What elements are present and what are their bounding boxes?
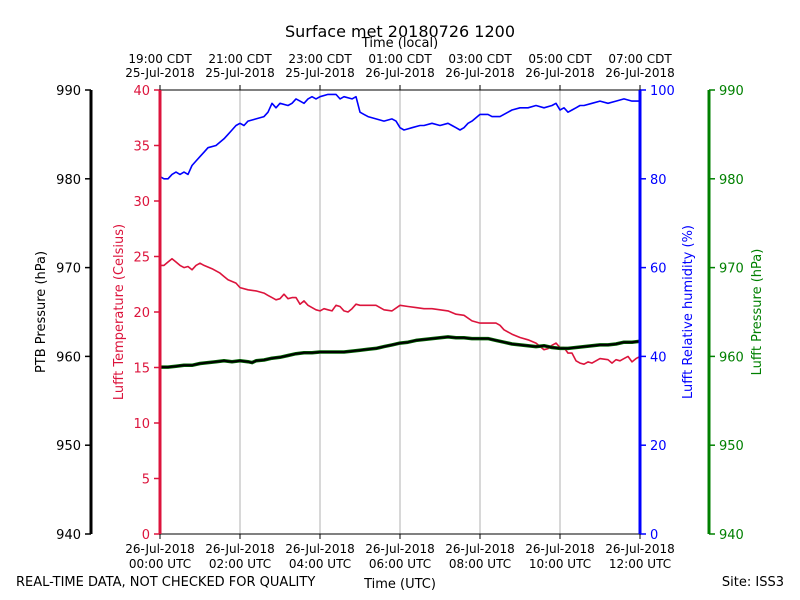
temperature-tick-label: 30 bbox=[133, 195, 150, 210]
bottom-tick-label: 26-Jul-2018 bbox=[525, 542, 595, 556]
bottom-tick-label: 26-Jul-2018 bbox=[285, 542, 355, 556]
lufft-relative-humidity-line bbox=[159, 93, 640, 180]
top-tick-label: 26-Jul-2018 bbox=[605, 66, 675, 80]
top-tick-label: 26-Jul-2018 bbox=[365, 66, 435, 80]
top-axis-label: Time (local) bbox=[361, 36, 438, 51]
temperature-tick-label: 35 bbox=[133, 140, 150, 155]
bottom-tick-label: 26-Jul-2018 bbox=[205, 542, 275, 556]
top-tick-label: 26-Jul-2018 bbox=[445, 66, 515, 80]
ptb-pressure-tick-label: 940 bbox=[56, 528, 81, 543]
temperature-tick-label: 0 bbox=[142, 528, 150, 543]
humidity-tick-label: 0 bbox=[650, 528, 658, 543]
ptb-pressure-tick-label: 970 bbox=[56, 262, 81, 277]
ptb-pressure-line bbox=[160, 335, 641, 369]
lufft-pressure-tick-label: 940 bbox=[719, 528, 744, 543]
temperature-tick-label: 15 bbox=[133, 362, 150, 377]
humidity-axis-label: Lufft Relative humidity (%) bbox=[681, 225, 696, 399]
bottom-tick-label: 26-Jul-2018 bbox=[125, 542, 195, 556]
bottom-tick-label: 08:00 UTC bbox=[449, 557, 511, 571]
lufft-temperature-line bbox=[160, 257, 641, 366]
lufft-pressure-tick-label: 970 bbox=[719, 262, 744, 277]
quality-note: REAL-TIME DATA, NOT CHECKED FOR QUALITY bbox=[16, 575, 316, 590]
top-tick-label: 25-Jul-2018 bbox=[125, 66, 195, 80]
top-tick-label: 05:00 CDT bbox=[528, 52, 592, 66]
bottom-tick-label: 00:00 UTC bbox=[129, 557, 191, 571]
top-tick-label: 23:00 CDT bbox=[288, 52, 352, 66]
ptb-pressure-tick-label: 960 bbox=[56, 350, 81, 365]
lufft-pressure-tick-label: 980 bbox=[719, 173, 744, 188]
lufft-pressure-tick-label: 990 bbox=[719, 84, 744, 99]
grid-lines bbox=[239, 90, 561, 534]
top-tick-label: 01:00 CDT bbox=[368, 52, 432, 66]
top-tick-label: 25-Jul-2018 bbox=[285, 66, 355, 80]
temperature-axis-label: Lufft Temperature (Celsius) bbox=[112, 224, 127, 400]
humidity-tick-label: 40 bbox=[650, 350, 667, 365]
bottom-tick-label: 10:00 UTC bbox=[529, 557, 591, 571]
bottom-tick-label: 12:00 UTC bbox=[609, 557, 671, 571]
ptb-pressure-tick-label: 990 bbox=[56, 84, 81, 99]
humidity-tick-label: 80 bbox=[650, 173, 667, 188]
top-tick-label: 21:00 CDT bbox=[208, 52, 272, 66]
bottom-tick-label: 26-Jul-2018 bbox=[365, 542, 435, 556]
lufft-pressure-tick-label: 950 bbox=[719, 439, 744, 454]
ptb-pressure-axis-label: PTB Pressure (hPa) bbox=[34, 251, 49, 373]
chart-title: Surface met 20180726 1200 bbox=[285, 22, 515, 41]
site-label: Site: ISS3 bbox=[721, 575, 784, 590]
lufft-pressure-tick-label: 960 bbox=[719, 350, 744, 365]
lufft-pressure-axis-label: Lufft Pressure (hPa) bbox=[750, 249, 765, 376]
temperature-tick-label: 10 bbox=[133, 417, 150, 432]
top-tick-label: 19:00 CDT bbox=[128, 52, 192, 66]
temperature-tick-label: 25 bbox=[133, 251, 150, 266]
top-tick-label: 25-Jul-2018 bbox=[205, 66, 275, 80]
humidity-tick-label: 100 bbox=[650, 84, 675, 99]
top-tick-label: 03:00 CDT bbox=[448, 52, 512, 66]
ticks-layer: 940 950 960 970 980 990 PTB Pressure (hPa) 0 5 10… bbox=[34, 52, 765, 571]
bottom-tick-label: 26-Jul-2018 bbox=[605, 542, 675, 556]
ptb-pressure-tick-label: 980 bbox=[56, 173, 81, 188]
temperature-tick-label: 40 bbox=[133, 84, 150, 99]
bottom-tick-label: 02:00 UTC bbox=[209, 557, 271, 571]
ptb-pressure-tick-label: 950 bbox=[56, 439, 81, 454]
series-layer bbox=[159, 93, 641, 369]
top-tick-label: 07:00 CDT bbox=[608, 52, 672, 66]
bottom-tick-label: 26-Jul-2018 bbox=[445, 542, 515, 556]
temperature-tick-label: 5 bbox=[142, 473, 150, 488]
top-tick-label: 26-Jul-2018 bbox=[525, 66, 595, 80]
bottom-tick-label: 04:00 UTC bbox=[289, 557, 351, 571]
humidity-tick-label: 20 bbox=[650, 439, 667, 454]
humidity-tick-label: 60 bbox=[650, 262, 667, 277]
bottom-tick-label: 06:00 UTC bbox=[369, 557, 431, 571]
bottom-axis-label: Time (UTC) bbox=[363, 577, 436, 592]
temperature-tick-label: 20 bbox=[133, 306, 150, 321]
